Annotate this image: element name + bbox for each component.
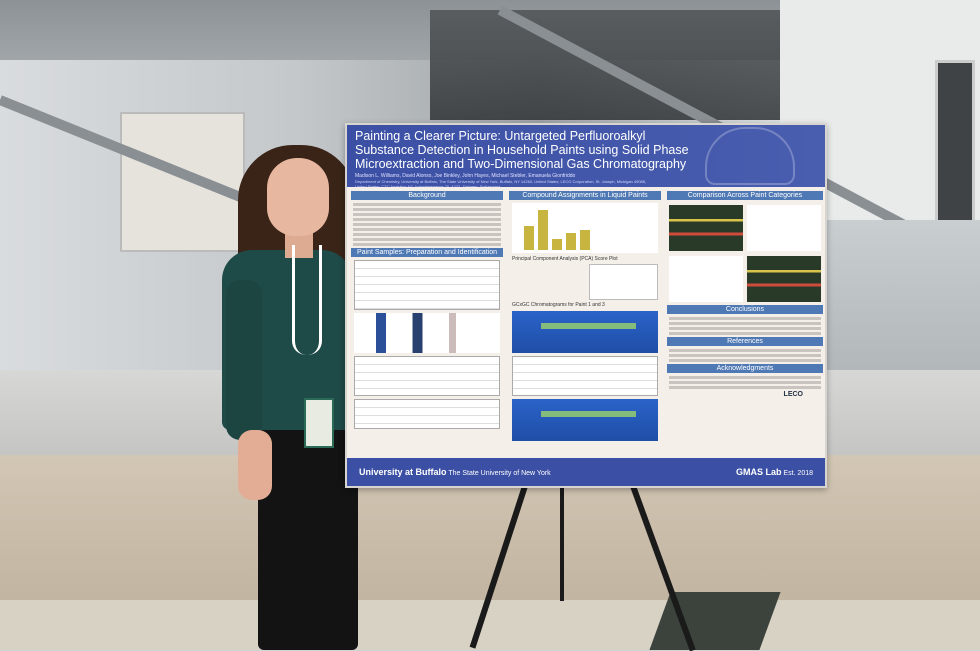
compound-table [512, 356, 658, 396]
arm [226, 280, 262, 440]
bulletin-board [120, 112, 245, 252]
sponsor-logo: LECO [783, 391, 803, 398]
chromatogram-heading: GCxGC Chromatograms for Paint 1 and 3 [512, 302, 605, 308]
poster-column-left: Background Paint Samples: Preparation an… [351, 191, 503, 455]
paint-sample-table [354, 260, 500, 310]
lanyard [292, 245, 322, 355]
section-heading: Compound Assignments in Liquid Paints [509, 191, 661, 200]
university-seal [705, 127, 795, 185]
section-heading: Acknowledgments [667, 364, 823, 373]
poster-footer: University at Buffalo The State Universi… [347, 458, 825, 486]
section-heading: Background [351, 191, 503, 200]
heatmap [668, 205, 744, 251]
hand [238, 430, 272, 500]
poster-affiliations: Department of Chemistry, University at B… [355, 179, 647, 187]
section-heading: Paint Samples: Preparation and Identific… [351, 248, 503, 257]
university-name: University at Buffalo [359, 467, 447, 477]
floor-mat [649, 592, 781, 650]
face [267, 158, 329, 236]
section-heading: References [667, 337, 823, 346]
lab-name: GMAS Lab [735, 467, 782, 477]
floor-tiles [0, 600, 980, 650]
research-poster: Painting a Clearer Picture: Untargeted P… [345, 123, 827, 488]
poster-column-middle: Compound Assignments in Liquid Paints Pr… [509, 191, 661, 455]
lab-established: Est. 2018 [783, 470, 813, 477]
pca-plot [589, 264, 658, 300]
easel-leg [560, 486, 564, 601]
poster-header: Painting a Clearer Picture: Untargeted P… [347, 125, 825, 187]
section-heading: Conclusions [667, 305, 823, 314]
bar-chart [746, 205, 822, 251]
pca-heading: Principal Component Analysis (PCA) Score… [512, 256, 618, 262]
bar-chart [512, 203, 658, 253]
name-badge [304, 398, 334, 448]
poster-column-right: Comparison Across Paint Categories Concl… [667, 191, 823, 455]
chromatogram [512, 311, 658, 353]
chromatogram [512, 399, 658, 441]
pants [258, 420, 358, 650]
heatmap [746, 256, 822, 302]
poster-title: Painting a Clearer Picture: Untargeted P… [355, 129, 689, 171]
poster-authors: Madison L. Williams, David Alonso, Joe B… [355, 173, 576, 179]
section-heading: Comparison Across Paint Categories [667, 191, 823, 200]
university-subtitle: The State University of New York [448, 470, 551, 477]
conditions-table [354, 356, 500, 396]
workflow-diagram [354, 313, 500, 353]
criteria-table [354, 399, 500, 429]
bar-chart [668, 256, 744, 302]
